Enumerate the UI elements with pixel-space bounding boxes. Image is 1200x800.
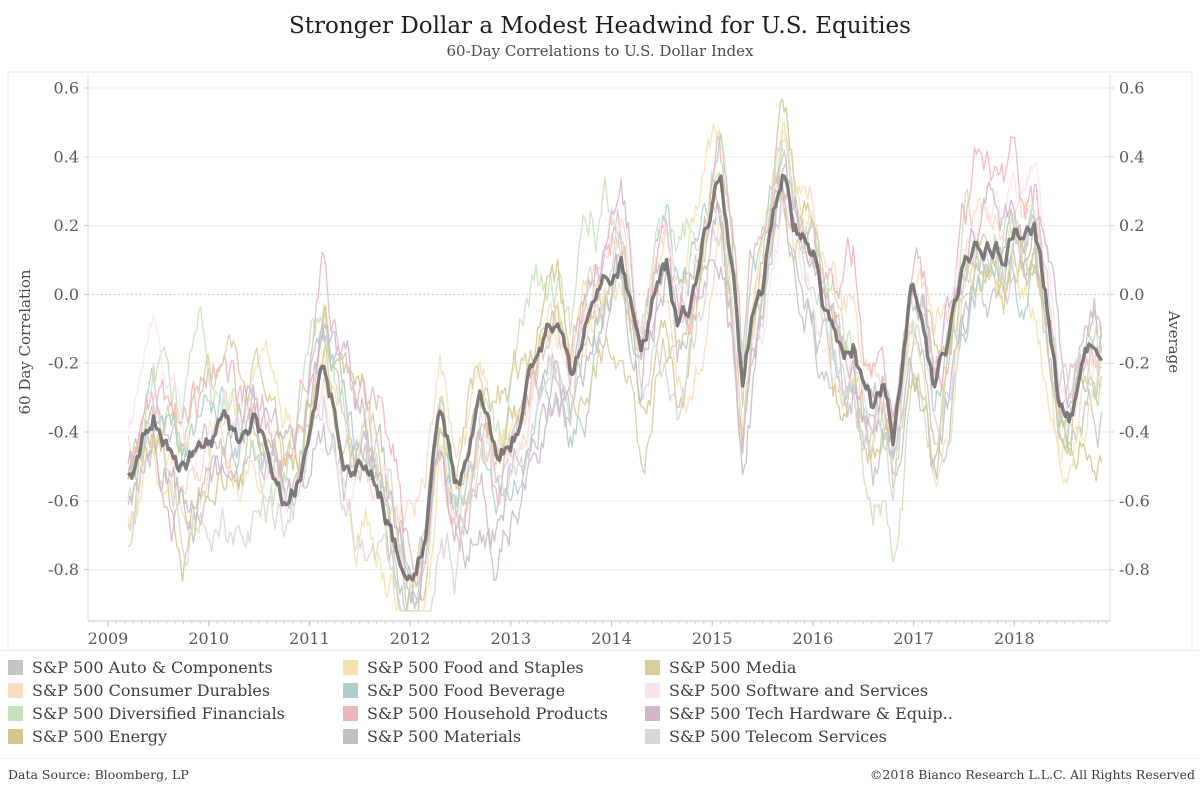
x-tick-label: 2014 xyxy=(591,629,632,648)
x-tick-label: 2009 xyxy=(88,629,129,648)
x-tick-label: 2010 xyxy=(188,629,229,648)
y-tick-label-right: -0.6 xyxy=(1119,491,1150,510)
legend-item: S&P 500 Auto & Components xyxy=(8,656,343,679)
legend-swatch xyxy=(8,729,23,744)
series-line-2 xyxy=(127,124,1103,535)
legend-label: S&P 500 Diversified Financials xyxy=(32,704,285,723)
y-tick-label-right: 0.0 xyxy=(1119,285,1144,304)
legend-label: S&P 500 Materials xyxy=(367,727,522,746)
series-line-7 xyxy=(127,135,1103,586)
legend-label: S&P 500 Consumer Durables xyxy=(32,681,271,700)
y-tick-label-right: 0.6 xyxy=(1119,79,1144,98)
legend: S&P 500 Auto & Components S&P 500 Consume… xyxy=(0,650,1200,754)
legend-label: S&P 500 Tech Hardware & Equip.. xyxy=(669,704,953,723)
legend-item: S&P 500 Consumer Durables xyxy=(8,679,343,702)
y-tick-label-left: 0.6 xyxy=(54,79,79,98)
data-source-note: Data Source: Bloomberg, LP xyxy=(8,767,189,782)
y-tick-label-right: -0.8 xyxy=(1119,560,1150,579)
legend-label: S&P 500 Software and Services xyxy=(669,681,929,700)
legend-item: S&P 500 Telecom Services xyxy=(645,725,1200,748)
legend-swatch xyxy=(645,660,660,675)
legend-swatch xyxy=(645,706,660,721)
x-tick-label: 2016 xyxy=(793,629,834,648)
x-tick-label: 2017 xyxy=(893,629,934,648)
legend-label: S&P 500 Media xyxy=(669,658,797,677)
legend-label: S&P 500 Food Beverage xyxy=(367,681,566,700)
legend-item: S&P 500 Food and Staples xyxy=(343,656,645,679)
series-line-12 xyxy=(127,139,1103,612)
legend-label: S&P 500 Food and Staples xyxy=(367,658,584,677)
y-tick-label-left: -0.8 xyxy=(48,560,79,579)
legend-label: S&P 500 Energy xyxy=(32,727,168,746)
legend-item: S&P 500 Materials xyxy=(343,725,645,748)
y-axis-title-right: Average xyxy=(1165,310,1183,373)
y-tick-label-right: 0.4 xyxy=(1119,147,1144,166)
series-line-9 xyxy=(127,174,1103,612)
legend-swatch xyxy=(343,660,358,675)
copyright-note: ©2018 Bianco Research L.L.C. All Rights … xyxy=(869,767,1195,782)
legend-swatch xyxy=(645,729,660,744)
x-tick-label: 2018 xyxy=(994,629,1035,648)
legend-swatch xyxy=(343,729,358,744)
legend-label: S&P 500 Telecom Services xyxy=(669,727,887,746)
legend-item: S&P 500 Energy xyxy=(8,725,343,748)
legend-item: S&P 500 Software and Services xyxy=(645,679,1200,702)
series-line-5 xyxy=(127,121,1103,612)
legend-swatch xyxy=(8,706,23,721)
y-tick-label-right: 0.2 xyxy=(1119,216,1144,235)
average-line xyxy=(127,173,1104,582)
legend-swatch xyxy=(343,683,358,698)
y-tick-label-right: -0.2 xyxy=(1119,354,1150,373)
legend-label: S&P 500 Household Products xyxy=(367,704,608,723)
y-axis-title-left: 60 Day Correlation xyxy=(16,269,34,414)
series-line-8 xyxy=(127,180,1103,582)
legend-swatch xyxy=(8,683,23,698)
x-tick-label: 2011 xyxy=(289,629,330,648)
chart-frame xyxy=(7,71,1193,650)
legend-column-1: S&P 500 Auto & Components S&P 500 Consume… xyxy=(8,656,343,754)
y-tick-label-left: -0.6 xyxy=(48,491,79,510)
chart-footer: Data Source: Bloomberg, LP ©2018 Bianco … xyxy=(0,758,1200,782)
page-subtitle: 60-Day Correlations to U.S. Dollar Index xyxy=(446,42,754,60)
legend-swatch xyxy=(645,683,660,698)
chart-header: Stronger Dollar a Modest Headwind for U.… xyxy=(0,0,1200,62)
legend-swatch xyxy=(343,706,358,721)
y-tick-label-left: -0.4 xyxy=(48,423,79,442)
y-tick-label-right: -0.4 xyxy=(1119,423,1150,442)
legend-item: S&P 500 Diversified Financials xyxy=(8,702,343,725)
legend-item: S&P 500 Media xyxy=(645,656,1200,679)
legend-swatch xyxy=(8,660,23,675)
legend-column-3: S&P 500 Media S&P 500 Software and Servic… xyxy=(645,656,1200,754)
y-tick-label-left: 0.4 xyxy=(54,147,79,166)
y-tick-label-left: -0.2 xyxy=(48,354,79,373)
page-title: Stronger Dollar a Modest Headwind for U.… xyxy=(289,13,911,39)
x-tick-label: 2013 xyxy=(490,629,531,648)
correlation-line-chart: 0.6 0.6 0.4 0.4 0.2 0.2 0.0 0.0 -0.2 -0.2 -0.4 -0.4… xyxy=(7,71,1193,650)
y-tick-label-left: 0.2 xyxy=(54,216,79,235)
legend-item: S&P 500 Food Beverage xyxy=(343,679,645,702)
legend-item: S&P 500 Household Products xyxy=(343,702,645,725)
y-tick-label-left: 0.0 xyxy=(54,285,79,304)
legend-item: S&P 500 Tech Hardware & Equip.. xyxy=(645,702,1200,725)
x-tick-label: 2012 xyxy=(390,629,431,648)
legend-label: S&P 500 Auto & Components xyxy=(32,658,273,677)
legend-column-2: S&P 500 Food and Staples S&P 500 Food Bev… xyxy=(343,656,645,754)
x-tick-label: 2015 xyxy=(692,629,733,648)
